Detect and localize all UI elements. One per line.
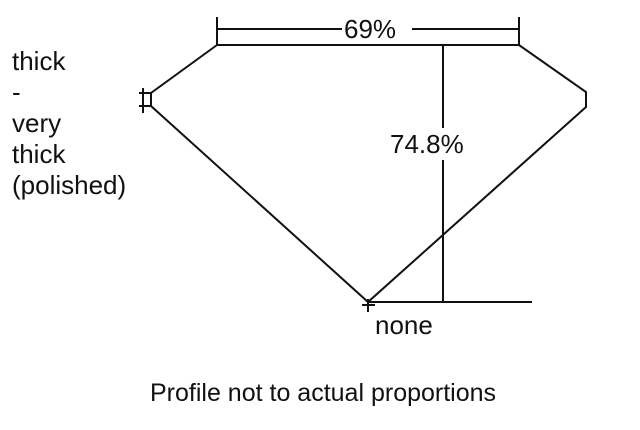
- table-percentage-label: 69%: [344, 14, 397, 44]
- diamond-outline: [150, 44, 587, 304]
- caption: Profile not to actual proportions: [150, 379, 497, 407]
- girdle-label-line: -: [12, 77, 21, 107]
- girdle-label-line: thick: [12, 139, 66, 169]
- girdle-label: thick - very thick (polished): [12, 46, 126, 201]
- girdle-label-line: very: [12, 108, 62, 138]
- culet-label: none: [375, 310, 433, 340]
- girdle-label-line: thick: [12, 46, 66, 76]
- depth-percentage-label: 74.8%: [390, 129, 464, 159]
- girdle-label-line: (polished): [12, 170, 127, 200]
